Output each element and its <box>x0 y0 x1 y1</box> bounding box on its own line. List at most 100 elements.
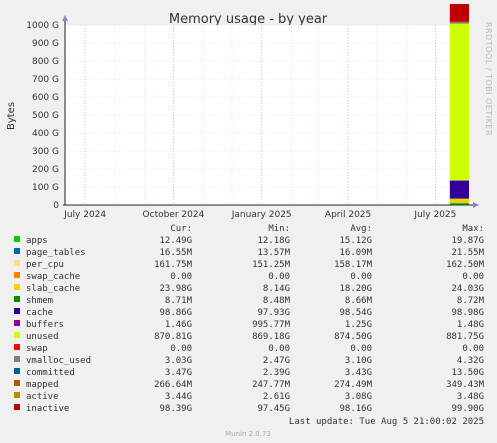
legend-value-avg: 3.08G <box>345 392 372 402</box>
legend-swatch <box>14 296 20 302</box>
y-tick-label: 700 G <box>32 75 59 85</box>
x-tick-label: July 2024 <box>63 210 106 220</box>
legend-value-min: 2.61G <box>263 392 290 402</box>
legend-value-min: 247.77M <box>252 380 291 390</box>
legend-value-max: 0.00 <box>462 344 484 354</box>
legend-value-min: 13.57M <box>257 248 290 258</box>
x-axis-arrow <box>473 202 479 208</box>
legend-value-avg: 1.25G <box>345 320 372 330</box>
legend-value-avg: 18.20G <box>339 284 372 294</box>
legend-value-max: 8.72M <box>457 296 485 306</box>
legend-series-name: vmalloc_used <box>26 356 91 366</box>
legend-column-header: Max: <box>462 224 484 234</box>
y-tick-label: 800 G <box>32 57 59 67</box>
legend-value-max: 349.43M <box>446 380 485 390</box>
legend-row: cache 98.86G 97.93G 98.54G 98.98G <box>14 308 484 318</box>
legend-series-name: slab_cache <box>26 284 80 294</box>
legend-value-min: 8.14G <box>263 284 290 294</box>
legend-value-max: 162.50M <box>446 260 485 270</box>
legend-column-header: Avg: <box>350 224 372 234</box>
legend-swatch <box>14 272 20 278</box>
legend-row: unused 870.81G 869.18G 874.50G 881.75G <box>14 332 484 342</box>
legend-swatch <box>14 284 20 290</box>
legend-row: committed 3.47G 2.39G 3.43G 13.50G <box>14 368 484 378</box>
legend-value-avg: 16.09M <box>339 248 372 258</box>
legend-series-name: committed <box>26 368 75 378</box>
legend-value-avg: 0.00 <box>350 344 372 354</box>
legend-value-cur: 0.00 <box>170 344 192 354</box>
legend-row: per_cpu 161.75M 151.25M 158.17M 162.50M <box>14 260 485 270</box>
legend-swatch <box>14 332 20 338</box>
legend-row: apps 12.49G 12.18G 15.12G 19.87G <box>14 236 484 246</box>
legend-value-cur: 16.55M <box>159 248 192 258</box>
legend: Cur: Min: Avg: Max: apps 12.49G 12.18G 15.12G 19… <box>14 224 485 414</box>
legend-swatch <box>14 356 20 362</box>
y-tick-label: 200 G <box>32 165 59 175</box>
legend-value-max: 3.48G <box>457 392 484 402</box>
axes <box>62 15 479 208</box>
y-tick-label: 1000 G <box>26 21 59 31</box>
legend-series-name: inactive <box>26 404 69 414</box>
legend-swatch <box>14 380 20 386</box>
x-tick-label: January 2025 <box>231 210 292 220</box>
legend-value-max: 99.90G <box>451 404 484 414</box>
legend-swatch <box>14 236 20 242</box>
legend-value-min: 97.45G <box>257 404 290 414</box>
legend-value-max: 21.55M <box>451 248 484 258</box>
legend-row: active 3.44G 2.61G 3.08G 3.48G <box>14 392 484 402</box>
legend-value-cur: 12.49G <box>159 236 192 246</box>
legend-value-max: 0.00 <box>462 272 484 282</box>
y-axis-arrow <box>62 15 68 21</box>
legend-value-cur: 3.47G <box>165 368 192 378</box>
legend-value-avg: 98.16G <box>339 404 372 414</box>
y-tick-label: 900 G <box>32 39 59 49</box>
legend-value-max: 19.87G <box>451 236 484 246</box>
legend-column-header: Cur: <box>170 224 192 234</box>
legend-value-min: 97.93G <box>257 308 290 318</box>
side-label: RRDTOOL / TOBI OETIKER <box>484 22 493 136</box>
legend-swatch <box>14 248 20 254</box>
series-area-apps <box>449 202 469 205</box>
legend-value-avg: 98.54G <box>339 308 372 318</box>
legend-series-name: apps <box>26 236 48 246</box>
series-area-unused <box>449 23 469 181</box>
legend-swatch <box>14 260 20 266</box>
legend-row: inactive 98.39G 97.45G 98.16G 99.90G <box>14 404 484 414</box>
legend-series-name: page_tables <box>26 248 86 258</box>
legend-column-header: Min: <box>268 224 290 234</box>
y-tick-label: 600 G <box>32 93 59 103</box>
footer-version: Munin 2.0.73 <box>225 430 271 438</box>
legend-series-name: per_cpu <box>26 260 64 270</box>
legend-row: shmem 8.71M 8.48M 8.66M 8.72M <box>14 296 485 306</box>
legend-value-min: 12.18G <box>257 236 290 246</box>
legend-value-max: 13.50G <box>451 368 484 378</box>
legend-value-avg: 15.12G <box>339 236 372 246</box>
legend-swatch <box>14 308 20 314</box>
legend-value-max: 881.75G <box>446 332 484 342</box>
legend-value-min: 0.00 <box>268 344 290 354</box>
legend-swatch <box>14 320 20 326</box>
legend-value-cur: 3.03G <box>165 356 192 366</box>
legend-row: slab_cache 23.98G 8.14G 18.20G 24.03G <box>14 284 484 294</box>
legend-swatch <box>14 368 20 374</box>
legend-row: mapped 266.64M 247.77M 274.49M 349.43M <box>14 380 485 390</box>
legend-swatch <box>14 404 20 410</box>
y-tick-labels: 0 100 G 200 G 300 G 400 G 500 G 600 G 700 G 800 … <box>26 21 59 211</box>
series-area-active <box>449 21 469 23</box>
legend-value-avg: 3.43G <box>345 368 372 378</box>
x-tick-label: October 2024 <box>143 210 205 220</box>
x-tick-label: April 2025 <box>325 210 371 220</box>
last-update: Last update: Tue Aug 5 21:00:02 2025 <box>289 417 484 427</box>
legend-value-cur: 98.86G <box>159 308 192 318</box>
series-area-inactive <box>449 4 469 22</box>
x-tick-label: July 2025 <box>413 210 456 220</box>
legend-value-cur: 8.71M <box>165 296 193 306</box>
legend-value-avg: 3.10G <box>345 356 372 366</box>
y-tick-label: 400 G <box>32 129 59 139</box>
legend-series-name: cache <box>26 308 53 318</box>
legend-swatch <box>14 392 20 398</box>
grid-lines <box>65 24 469 205</box>
legend-value-min: 869.18G <box>252 332 290 342</box>
legend-value-avg: 874.50G <box>334 332 372 342</box>
legend-value-cur: 0.00 <box>170 272 192 282</box>
